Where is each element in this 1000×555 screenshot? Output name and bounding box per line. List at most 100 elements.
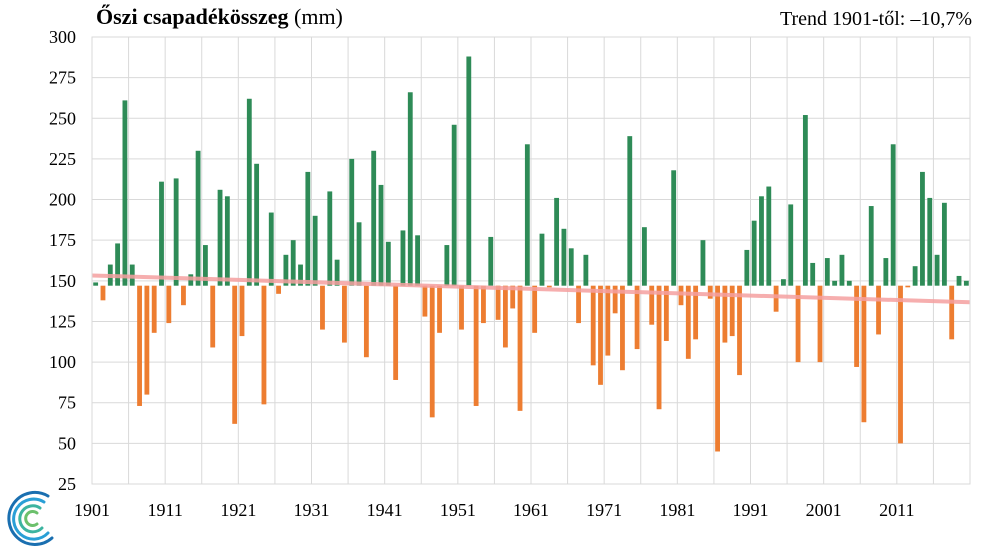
y-tick-label: 200 [49,190,76,210]
swirl-logo-icon [7,490,54,546]
chart-title-main: Őszi csapadékösszeg [96,4,289,29]
y-tick-label: 50 [58,433,76,453]
bar-year-1977 [649,285,655,325]
axes: 25 50 75 100 125 150 175 200 225 250 275 300 1901 191… [49,27,971,520]
bar-year-1940 [378,184,384,286]
bar-year-1993 [766,186,772,286]
bar-year-1935 [342,285,347,343]
bar-year-1943 [400,230,406,286]
y-tick-label: 25 [58,474,76,494]
bar-year-2014 [920,171,925,286]
bar-year-1929 [298,264,303,286]
chart-title-unit: (mm) [294,4,343,29]
bar-year-1928 [290,240,296,286]
bar-year-1985 [707,285,713,299]
y-tick-label: 100 [49,352,76,372]
bar-year-1915 [195,150,201,286]
bar-year-1959 [517,285,523,411]
bar-year-1932 [320,285,325,330]
grid-lines [91,36,971,485]
bar-year-1983 [693,285,699,340]
bar-year-1971 [605,285,611,356]
bar-year-2005 [854,285,860,367]
bar-year-1962 [539,233,545,286]
bar-year-1953 [473,285,479,406]
bar-year-1988 [729,285,735,337]
bar-year-1902 [100,285,106,301]
bar-year-1984 [700,240,706,286]
bar-year-2012 [905,285,911,288]
bar-year-1968 [583,254,589,286]
bar-year-1901 [93,282,99,286]
plot-border [91,36,971,485]
bar-year-1996 [788,204,794,286]
bar-year-1938 [363,285,369,358]
bar-year-1957 [502,285,508,348]
bar-year-2015 [927,197,933,286]
y-tick-label: 300 [49,27,76,47]
bar-year-1924 [261,285,267,405]
bar-year-1944 [407,92,413,286]
bar-year-1930 [305,171,311,286]
bar-year-1976 [641,227,647,286]
bar-year-2002 [832,280,838,286]
bar-year-2010 [890,144,896,286]
bar-year-1965 [561,228,567,286]
bar-year-1992 [759,196,764,286]
bar-year-1952 [466,56,472,286]
y-tick-label: 75 [58,393,76,413]
x-tick-label: 1971 [586,500,622,520]
bar-year-1967 [576,285,581,324]
bar-year-2013 [912,266,918,286]
bar-year-1973 [620,285,625,371]
trend-group [91,273,971,305]
bar-year-1995 [781,279,786,286]
chart-title: Őszi csapadékösszeg (mm) [96,4,343,30]
y-tick-label: 275 [49,68,76,88]
bar-year-1980 [671,170,677,286]
bar-year-2017 [941,202,947,286]
x-tick-label: 2011 [879,500,914,520]
bar-year-1917 [210,285,216,348]
bar-year-1960 [524,144,530,286]
y-tick-label: 225 [49,149,76,169]
bar-year-1936 [349,158,355,286]
bar-year-1945 [415,235,421,286]
bar-year-1942 [393,285,399,380]
bar-year-1926 [276,285,281,294]
bar-year-1949 [444,245,450,286]
bar-year-1991 [751,220,757,286]
bar-year-1978 [656,285,662,410]
bar-year-1920 [232,285,238,424]
bar-year-1998 [802,115,808,286]
bar-year-1905 [122,100,128,286]
bar-year-1913 [181,285,186,306]
y-tick-label: 250 [49,108,76,128]
bar-year-1948 [437,285,442,333]
bar-year-2007 [868,206,874,286]
bar-year-1987 [722,285,728,343]
bar-year-1931 [312,215,318,286]
trend-annotation: Trend 1901-től: –10,7% [779,8,972,30]
bar-year-1954 [481,285,486,324]
bar-year-1974 [627,136,633,286]
y-tick-label: 175 [49,230,76,250]
bar-year-1933 [327,191,333,286]
bar-year-1950 [451,124,457,286]
x-tick-label: 1901 [74,500,110,520]
bar-year-1982 [685,285,691,359]
bar-year-2018 [949,285,955,340]
bar-year-1941 [385,241,391,286]
x-tick-label: 1991 [733,500,769,520]
bar-year-1904 [115,243,121,286]
bar-year-1986 [715,285,720,452]
bar-year-1907 [137,285,142,406]
bar-year-1964 [554,197,560,286]
bar-year-1921 [239,285,245,337]
bar-year-1951 [459,285,464,330]
bar-year-1911 [166,285,172,324]
bar-year-1923 [254,163,260,286]
bar-year-1934 [334,259,340,286]
bar-year-1999 [810,262,816,286]
